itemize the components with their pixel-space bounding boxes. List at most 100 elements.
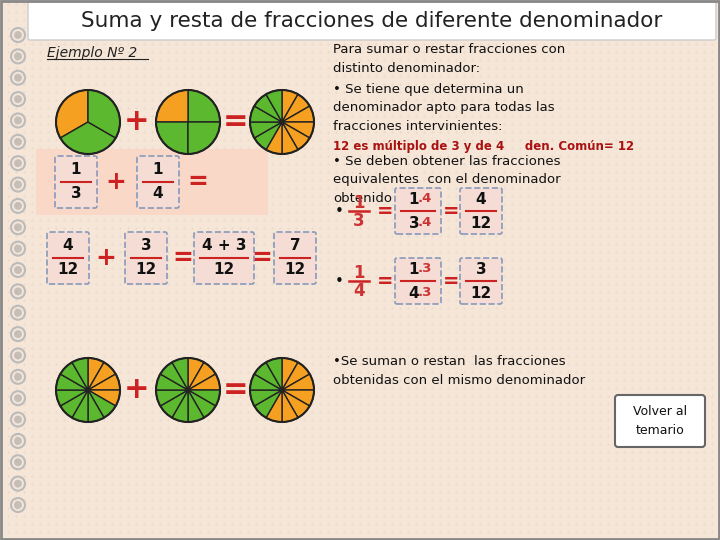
Wedge shape [282,362,310,390]
Wedge shape [60,390,88,418]
Wedge shape [156,374,188,390]
FancyBboxPatch shape [460,188,502,234]
Wedge shape [88,374,120,390]
FancyBboxPatch shape [137,156,179,208]
Text: +: + [96,246,117,270]
Circle shape [14,480,22,488]
Wedge shape [282,390,310,418]
Wedge shape [188,390,220,406]
Circle shape [14,202,22,210]
Text: 4: 4 [476,192,486,206]
Circle shape [14,458,22,466]
Circle shape [14,352,22,360]
Text: 1: 1 [71,163,81,178]
Wedge shape [188,358,204,390]
Text: 1: 1 [354,194,365,212]
Wedge shape [254,94,282,122]
Circle shape [14,31,22,39]
Wedge shape [282,122,314,138]
Text: 1: 1 [409,261,419,276]
Wedge shape [88,390,116,418]
Text: =: = [251,246,272,270]
Circle shape [14,52,22,60]
Text: 12: 12 [470,215,492,231]
Wedge shape [254,390,282,418]
Circle shape [14,223,22,231]
Wedge shape [282,122,310,150]
Text: =: = [223,107,249,137]
Circle shape [14,437,22,445]
FancyBboxPatch shape [36,149,268,215]
Text: 3: 3 [476,261,486,276]
Circle shape [14,117,22,124]
Wedge shape [282,358,298,390]
Wedge shape [250,122,282,138]
Text: 4: 4 [63,239,73,253]
Text: =: = [443,201,459,220]
Circle shape [14,95,22,103]
Text: 3: 3 [71,186,81,201]
Text: 12: 12 [470,286,492,300]
Circle shape [14,373,22,381]
Wedge shape [282,106,314,122]
Text: .4: .4 [418,192,432,206]
Text: Volver al
temario: Volver al temario [633,405,687,437]
FancyBboxPatch shape [460,258,502,304]
Wedge shape [72,390,88,422]
Circle shape [14,159,22,167]
Wedge shape [172,390,188,422]
Circle shape [14,330,22,338]
Text: .3: .3 [418,287,432,300]
Text: =: = [188,170,208,194]
Wedge shape [88,390,120,406]
Text: 4: 4 [153,186,163,201]
Text: 4: 4 [354,282,365,300]
Wedge shape [250,390,282,406]
Text: =: = [223,375,249,404]
Wedge shape [282,390,314,406]
FancyBboxPatch shape [125,232,167,284]
Wedge shape [60,362,88,390]
Text: • Se tiene que determina un
denominador apto para todas las
fracciones intervini: • Se tiene que determina un denominador … [333,83,554,133]
Wedge shape [188,122,220,154]
Text: =: = [377,201,393,220]
Text: 12: 12 [284,262,305,278]
FancyBboxPatch shape [615,395,705,447]
Text: 4: 4 [409,286,419,300]
Text: 3: 3 [409,215,419,231]
Wedge shape [156,90,188,122]
Text: 1: 1 [153,163,163,178]
Text: •: • [335,273,344,288]
Text: 3: 3 [354,212,365,230]
Wedge shape [250,374,282,390]
Wedge shape [156,390,188,406]
Circle shape [14,138,22,146]
Text: 4 + 3: 4 + 3 [202,239,246,253]
FancyBboxPatch shape [395,188,441,234]
Text: .3: .3 [418,262,432,275]
Text: •: • [335,204,344,219]
Wedge shape [254,122,282,150]
Text: .4: .4 [418,217,432,230]
Text: 7: 7 [289,239,300,253]
Wedge shape [266,358,282,390]
Wedge shape [282,122,298,154]
Wedge shape [88,90,120,138]
Wedge shape [266,122,282,154]
Wedge shape [188,362,216,390]
Text: Para sumar o restar fracciones con
distinto denominador:: Para sumar o restar fracciones con disti… [333,43,565,75]
FancyBboxPatch shape [55,156,97,208]
Wedge shape [254,362,282,390]
Wedge shape [88,390,104,422]
Text: 1: 1 [354,264,365,282]
Text: 12: 12 [135,262,157,278]
FancyBboxPatch shape [194,232,254,284]
Wedge shape [161,362,188,390]
Text: +: + [106,170,127,194]
Text: Suma y resta de fracciones de diferente denominador: Suma y resta de fracciones de diferente … [81,11,662,31]
Text: • Se deben obtener las fracciones
equivalentes  con el denominador
obtenido: • Se deben obtener las fracciones equiva… [333,155,561,205]
Circle shape [14,287,22,295]
Text: =: = [443,272,459,291]
Circle shape [14,74,22,82]
Text: =: = [377,272,393,291]
